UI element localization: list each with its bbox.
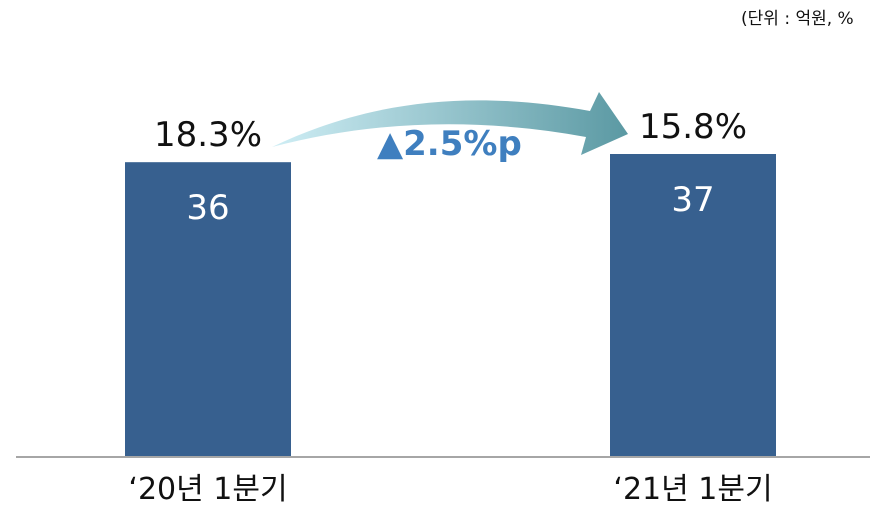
- bar-value-label-2: 37: [671, 180, 714, 220]
- category-label-2: ‘21년 1분기: [613, 472, 772, 506]
- change-label: ▲2.5%p: [377, 124, 522, 164]
- bar-1: [125, 162, 291, 457]
- category-label-1: ‘20년 1분기: [128, 472, 287, 506]
- bars: [125, 154, 776, 457]
- unit-note: (단위 : 억원, %: [741, 9, 854, 29]
- percent-label-1: 18.3%: [154, 115, 262, 155]
- change-arrow: [272, 92, 628, 155]
- bar-value-label-1: 36: [186, 188, 229, 228]
- bar-2: [610, 154, 776, 457]
- percent-label-2: 15.8%: [639, 107, 747, 147]
- labels: 36 18.3% ‘20년 1분기 37 15.8% ‘21년 1분기: [128, 107, 772, 506]
